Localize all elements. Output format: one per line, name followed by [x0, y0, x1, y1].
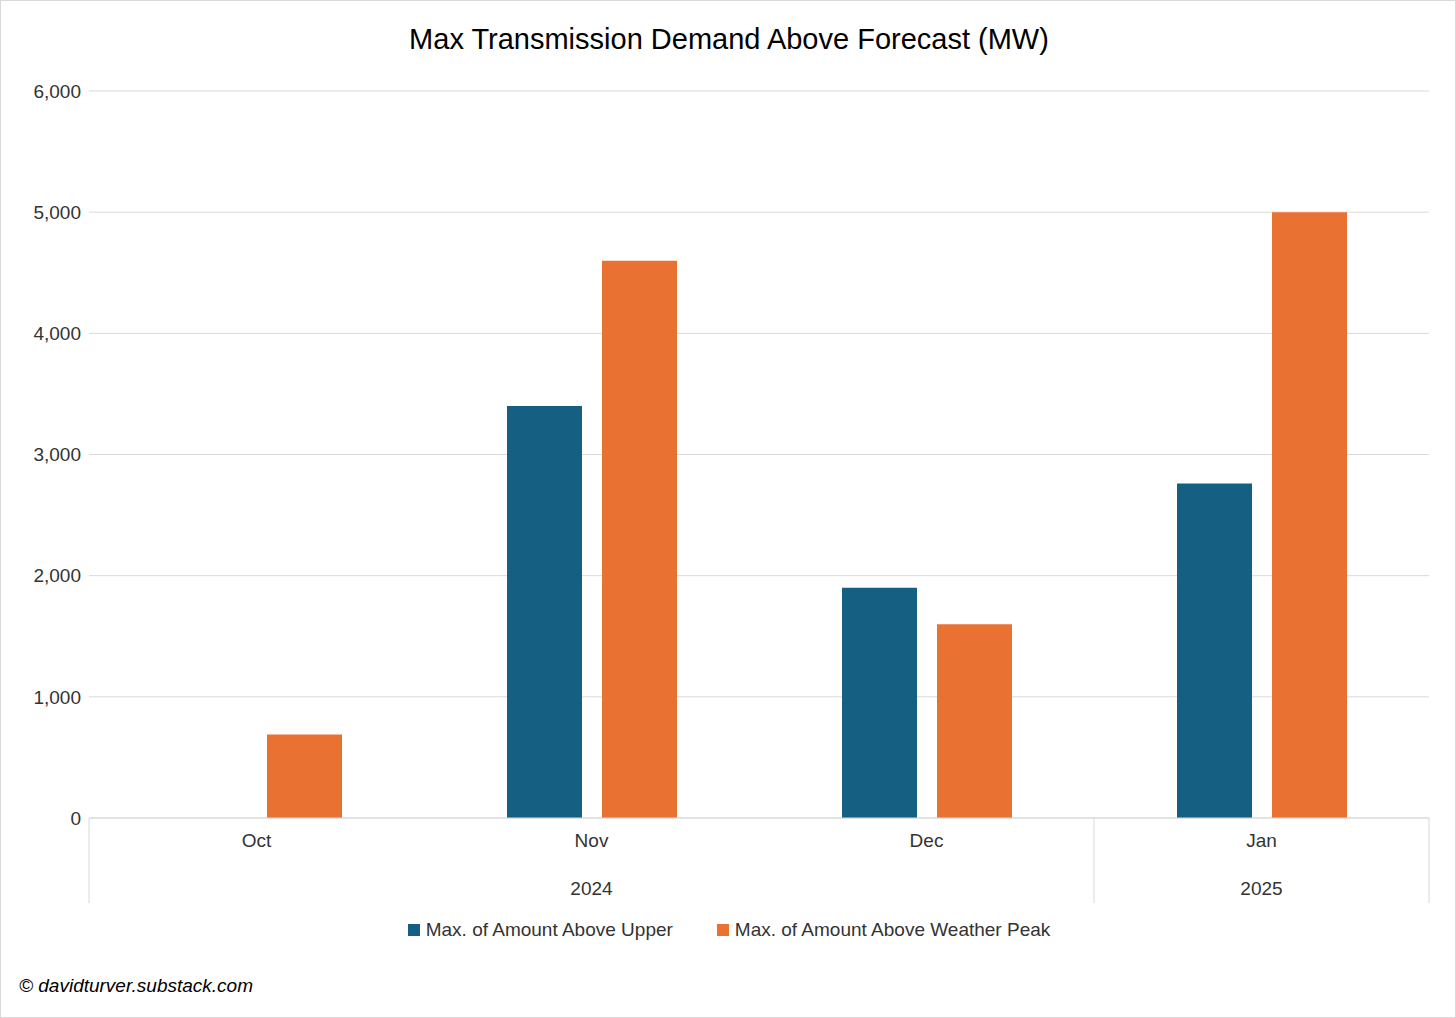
- svg-text:Oct: Oct: [242, 830, 272, 851]
- html-text:Max Transmission Demand Above: Max Transmission Demand Above Forecast (…: [409, 23, 1049, 55]
- svg-text:0: 0: [70, 808, 81, 829]
- svg-text:Jan: Jan: [1246, 830, 1277, 851]
- svg-text:3,000: 3,000: [33, 444, 81, 465]
- svg-text:Nov: Nov: [575, 830, 609, 851]
- svg-text:4,000: 4,000: [33, 323, 81, 344]
- svg-text:1,000: 1,000: [33, 687, 81, 708]
- svg-text:2025: 2025: [1240, 878, 1282, 899]
- svg-text:Dec: Dec: [910, 830, 944, 851]
- html-text:© davidturver.substack.com: © davidturver.substack.com: [19, 975, 253, 996]
- svg-text:2024: 2024: [570, 878, 613, 899]
- svg-text:5,000: 5,000: [33, 202, 81, 223]
- html-text:Max. of Amount Above Weather P: Max. of Amount Above Weather Peak: [734, 919, 1051, 940]
- svg-text:2,000: 2,000: [33, 565, 81, 586]
- svg-text:6,000: 6,000: [33, 81, 81, 102]
- html-text:Max. of Amount Above Upper: Max. of Amount Above Upper: [425, 919, 673, 940]
